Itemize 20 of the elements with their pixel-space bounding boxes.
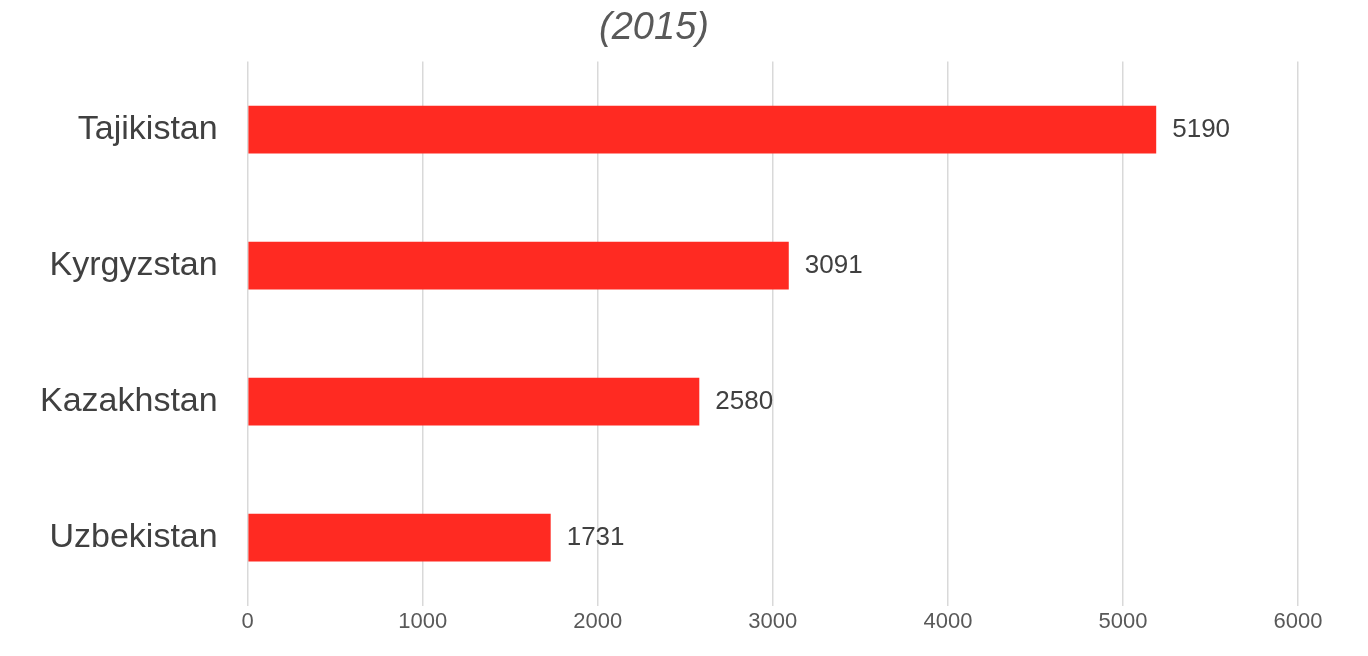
y-tick-label: Kyrgyzstan: [49, 243, 218, 282]
data-label: 3091: [804, 248, 863, 279]
x-tick-label: 0: [241, 607, 254, 633]
x-tick-label: 4000: [923, 607, 973, 633]
x-tick-label: 6000: [1273, 607, 1323, 633]
x-tick-label: 3000: [748, 607, 798, 633]
x-tick-label: 5000: [1098, 607, 1148, 633]
bar: [248, 377, 700, 426]
y-tick-label: Kazakhstan: [40, 379, 218, 418]
data-label: 1731: [566, 520, 625, 551]
data-label: 2580: [715, 384, 774, 415]
bar: [248, 513, 551, 562]
bar: [248, 241, 789, 290]
bar: [248, 105, 1157, 154]
y-tick-label: Tajikistan: [77, 107, 218, 146]
data-label: 5190: [1172, 112, 1231, 143]
x-tick-label: 2000: [573, 607, 623, 633]
chart-title: (2015): [599, 5, 709, 48]
x-tick-label: 1000: [398, 607, 448, 633]
y-tick-label: Uzbekistan: [49, 515, 218, 554]
